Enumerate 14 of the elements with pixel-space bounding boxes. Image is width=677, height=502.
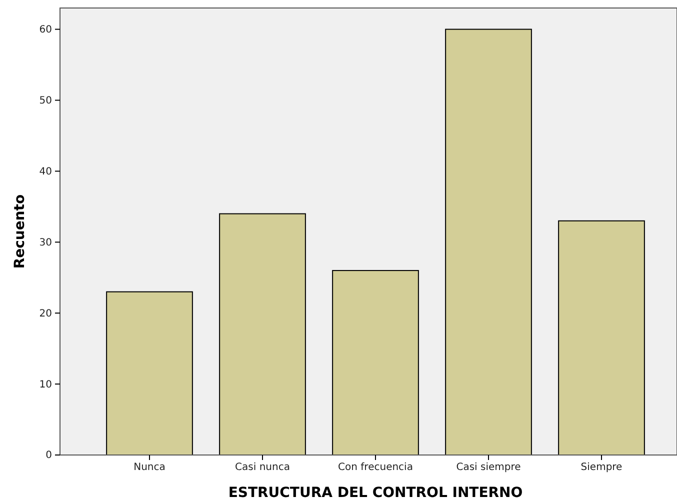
y-tick-label: 20: [39, 308, 52, 320]
x-tick-label: Nunca: [134, 462, 166, 474]
x-axis-title: ESTRUCTURA DEL CONTROL INTERNO: [228, 485, 523, 501]
y-axis-title: Recuento: [12, 194, 28, 269]
x-tick-label: Siempre: [580, 462, 622, 474]
x-tick-label: Con frecuencia: [338, 462, 413, 474]
y-tick-label: 60: [39, 24, 52, 36]
x-tick-label: Casi nunca: [235, 462, 290, 474]
y-tick-label: 10: [39, 379, 52, 390]
y-tick-label: 30: [39, 237, 52, 248]
x-tick-label: Casi siempre: [456, 462, 521, 474]
y-tick-label: 0: [46, 450, 52, 462]
y-tick-label: 40: [39, 166, 52, 178]
y-tick-label: 50: [39, 95, 52, 106]
